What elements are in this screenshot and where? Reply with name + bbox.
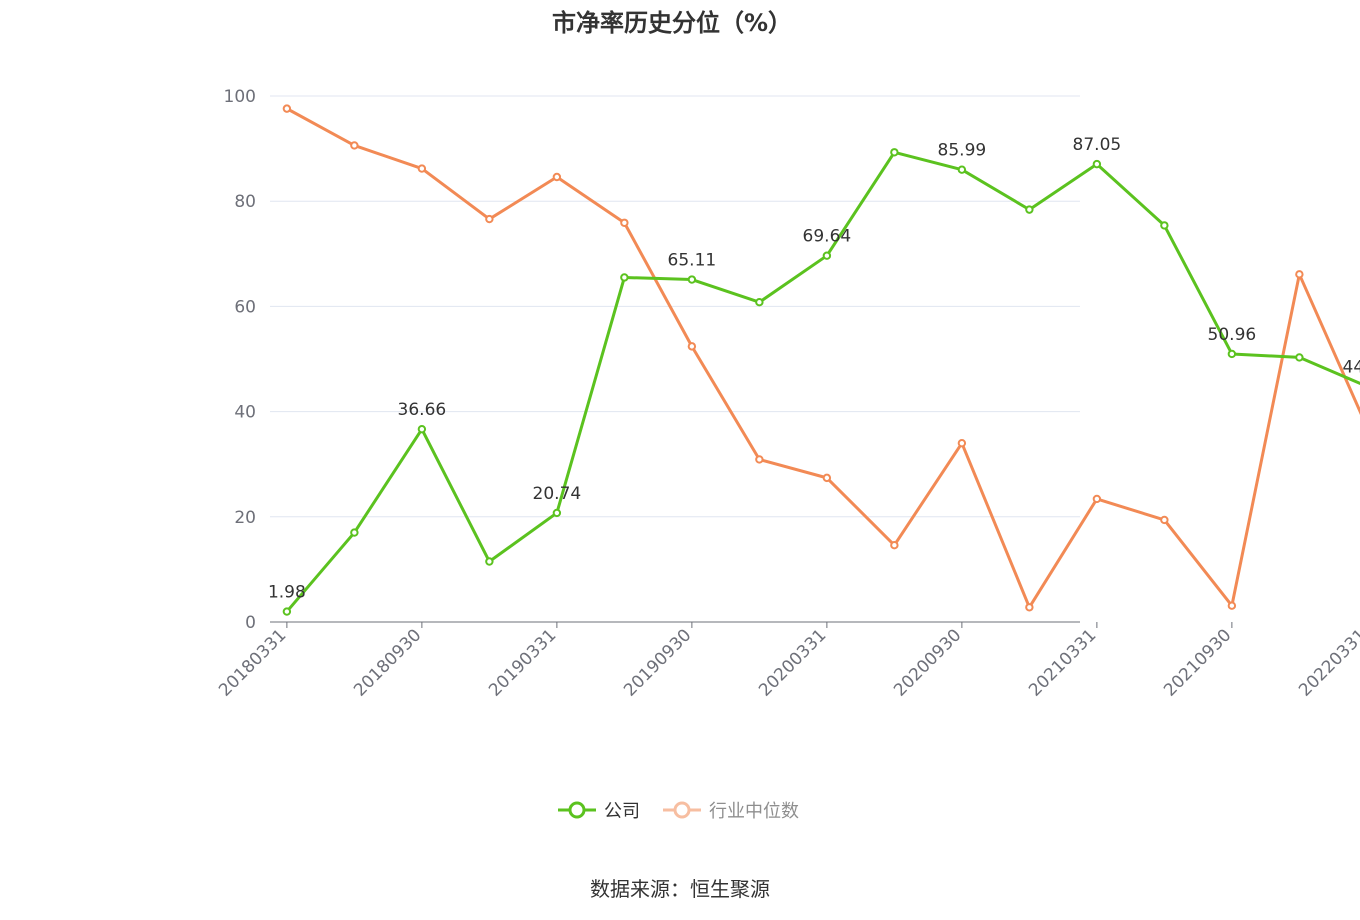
legend[interactable]: 公司 行业中位数 <box>558 801 799 822</box>
data-point-industry-median[interactable] <box>1295 270 1304 279</box>
x-tick-label: 20200930 <box>890 625 965 700</box>
data-point-industry-median[interactable] <box>1160 515 1169 525</box>
y-tick-label: 80 <box>234 192 256 212</box>
data-point-company[interactable] <box>552 508 562 518</box>
data-point-industry-median[interactable] <box>822 473 832 483</box>
data-point-company[interactable] <box>485 557 494 566</box>
data-label: 36.66 <box>398 400 447 420</box>
y-tick-label: 0 <box>245 613 256 633</box>
x-tick-label: 20220331 <box>1295 625 1360 700</box>
x-tick-label: 20210331 <box>1025 625 1100 700</box>
legend-label: 行业中位数 <box>709 801 799 822</box>
series-line-industry-median <box>286 107 1360 609</box>
data-point-company[interactable] <box>350 528 359 537</box>
data-label: 65.11 <box>668 251 717 271</box>
data-point-company[interactable] <box>890 148 899 157</box>
data-point-company[interactable] <box>417 424 427 434</box>
data-label: 87.05 <box>1073 135 1122 155</box>
data-label: 20.74 <box>533 484 582 504</box>
legend-item-company[interactable]: 公司 <box>558 801 640 822</box>
data-point-company[interactable] <box>282 607 292 616</box>
data-label: 50.96 <box>1208 325 1257 345</box>
data-point-company[interactable] <box>1160 221 1169 230</box>
data-point-industry-median[interactable] <box>890 541 899 550</box>
data-label: 85.99 <box>938 141 987 161</box>
data-point-industry-median[interactable] <box>620 218 629 227</box>
data-point-company[interactable] <box>620 273 629 282</box>
data-labels: 1.98 36.66 20.74 65.11 69.64 85.99 87.05 50.96 4… <box>268 135 1360 602</box>
data-point-industry-median[interactable] <box>755 455 764 464</box>
data-point-company[interactable] <box>822 251 832 260</box>
chart-title: 市净率历史分位（%） <box>552 9 792 37</box>
legend-item-industry-median[interactable]: 行业中位数 <box>663 801 799 822</box>
data-point-company[interactable] <box>1227 349 1237 359</box>
data-label: 1.98 <box>268 583 306 603</box>
x-tick-label: 20210930 <box>1160 625 1235 700</box>
y-tick-label: 20 <box>234 508 256 528</box>
data-point-industry-median[interactable] <box>957 438 967 448</box>
x-tick-label: 20180331 <box>215 625 290 700</box>
data-point-industry-median[interactable] <box>1092 494 1102 504</box>
data-point-company[interactable] <box>1092 159 1102 169</box>
legend-marker <box>568 801 586 819</box>
series-layer <box>282 104 1360 616</box>
data-point-industry-median[interactable] <box>552 172 562 182</box>
grid <box>270 95 1080 518</box>
axes: 0 20 40 60 80 100 20180331 20180930 20190331 2019… <box>215 87 1360 701</box>
data-point-company[interactable] <box>957 165 967 174</box>
data-point-industry-median[interactable] <box>1227 601 1237 610</box>
x-tick-label: 20180930 <box>350 625 425 700</box>
y-tick-label: 60 <box>234 297 256 317</box>
x-tick-label: 20200331 <box>755 625 830 700</box>
legend-label: 公司 <box>604 801 640 822</box>
data-point-industry-median[interactable] <box>417 164 427 173</box>
data-point-industry-median[interactable] <box>687 342 697 351</box>
data-point-industry-median[interactable] <box>350 141 359 150</box>
y-tick-label: 100 <box>224 87 256 107</box>
data-point-company[interactable] <box>1025 205 1034 214</box>
data-point-company[interactable] <box>1295 353 1304 362</box>
data-label: 69.64 <box>803 227 852 247</box>
x-tick-label: 20190930 <box>620 625 695 700</box>
series-line-company <box>285 150 1360 613</box>
data-point-industry-median[interactable] <box>282 104 292 113</box>
data-point-industry-median[interactable] <box>485 214 494 224</box>
data-point-company[interactable] <box>755 297 764 307</box>
legend-marker <box>673 801 691 819</box>
data-label: 44.80 <box>1343 357 1360 377</box>
data-point-company[interactable] <box>687 275 697 284</box>
y-tick-label: 40 <box>234 403 256 423</box>
data-source: 数据来源：恒生聚源 <box>590 877 770 901</box>
data-point-industry-median[interactable] <box>1025 603 1034 612</box>
x-tick-label: 20190331 <box>485 625 560 700</box>
